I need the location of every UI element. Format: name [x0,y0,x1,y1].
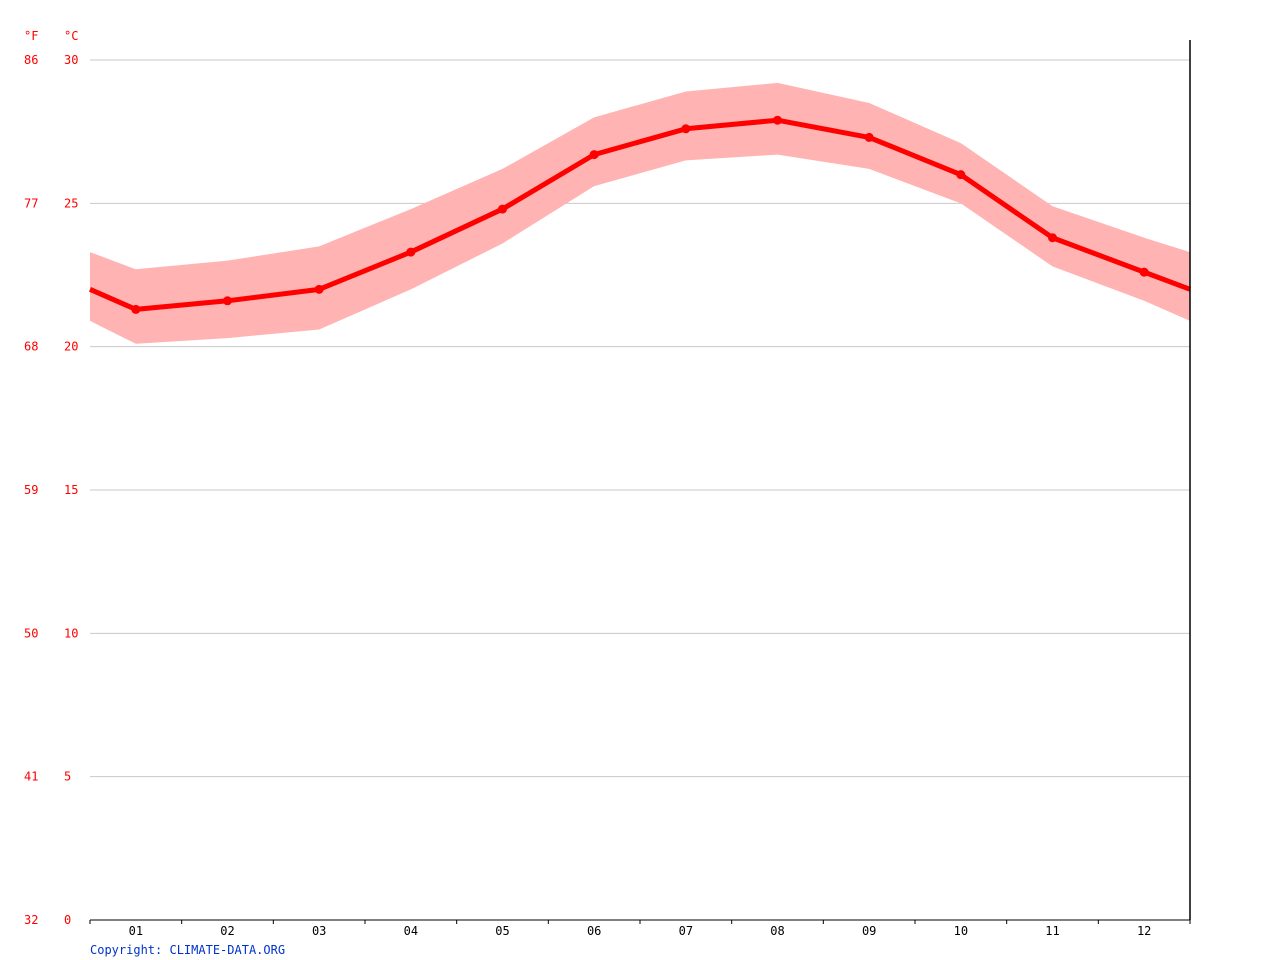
temperature-point [681,124,691,134]
x-tick-label: 11 [1045,924,1059,938]
y-tick-label-fahrenheit: 41 [24,770,38,784]
temperature-point [406,247,416,257]
y-tick-label-celsius: 25 [64,196,78,210]
y-tick-label-celsius: 15 [64,483,78,497]
temperature-point [131,304,141,314]
y-tick-label-fahrenheit: 59 [24,483,38,497]
temperature-point [956,170,966,180]
temperature-band-area [90,82,1190,344]
y-tick-label-celsius: 30 [64,53,78,67]
temperature-line [88,115,1191,314]
temperature-point [864,132,874,142]
x-tick-label: 03 [312,924,326,938]
temperature-series-line [88,117,1191,312]
temperature-point [1048,233,1057,243]
y-tick-label-celsius: 10 [64,626,78,640]
x-tick-label: 06 [587,924,601,938]
y-tick-label-celsius: 20 [64,340,78,354]
celsius-unit-label: °C [64,29,78,43]
temperature-point [1139,267,1149,277]
temperature-point [223,296,232,306]
y-tick-label-fahrenheit: 50 [24,626,38,640]
y-tick-label-celsius: 5 [64,770,71,784]
temperature-point [773,115,782,125]
x-tick-label: 12 [1137,924,1151,938]
x-tick-label: 02 [220,924,234,938]
y-tick-label-fahrenheit: 32 [24,913,38,927]
x-tick-label: 01 [129,924,143,938]
x-tick-label: 07 [679,924,693,938]
y-tick-label-fahrenheit: 77 [24,196,38,210]
temperature-point [314,284,324,294]
temperature-range-band [90,82,1190,344]
y-tick-label-fahrenheit: 68 [24,340,38,354]
temperature-point [498,204,507,214]
x-tick-label: 09 [862,924,876,938]
y-tick-label-celsius: 0 [64,913,71,927]
copyright-text: Copyright: CLIMATE-DATA.ORG [90,943,285,957]
x-tick-label: 08 [770,924,784,938]
temperature-point [589,150,599,160]
x-tick-label: 04 [404,924,418,938]
x-tick-label: 05 [495,924,509,938]
y-tick-label-fahrenheit: 86 [24,53,38,67]
fahrenheit-unit-label: °F [24,29,38,43]
axes: 30 86 25 77 20 68 15 59 10 50 5 41 0 32 01 02 03 04 05 06 07… [24,40,1191,938]
grid-lines [90,59,1190,778]
x-tick-label: 10 [954,924,968,938]
